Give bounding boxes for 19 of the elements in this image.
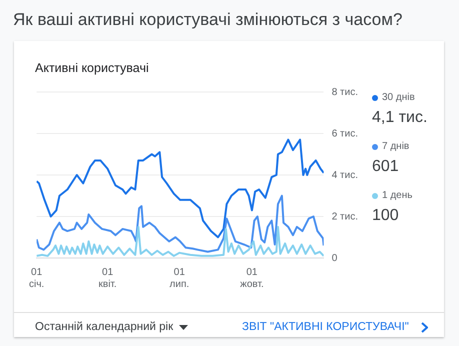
legend-label: 1 день (382, 190, 412, 201)
y-tick-label: 6 тис. (332, 128, 358, 140)
y-tick-label: 0 (332, 252, 338, 264)
chart-title: Як ваші активні користувачі змінюються з часом? (13, 10, 402, 30)
text: ЗВІТ "АКТИВНІ КОРИСТУВАЧІ" (242, 321, 409, 333)
legend-label: 30 днів (382, 92, 415, 103)
text: 4,1 тис. (372, 109, 428, 127)
legend-label: 7 днів (382, 141, 410, 152)
x-tick-label: 01 січ. (28, 266, 44, 290)
text: 601 (372, 158, 400, 176)
text: 100 (372, 207, 400, 225)
chart-subtitle: Активні користувачі (35, 61, 149, 75)
text: Останній календарний рік (35, 321, 174, 333)
y-tick-label: 2 тис. (332, 211, 358, 222)
y-tick-label: 4 тис. (332, 170, 358, 181)
x-tick-label: 01 жовт. (240, 266, 264, 290)
x-tick-label: 01 лип. (170, 266, 190, 290)
x-tick-label: 01 квіт. (98, 266, 117, 290)
y-tick-label: 8 тис. (332, 86, 358, 98)
